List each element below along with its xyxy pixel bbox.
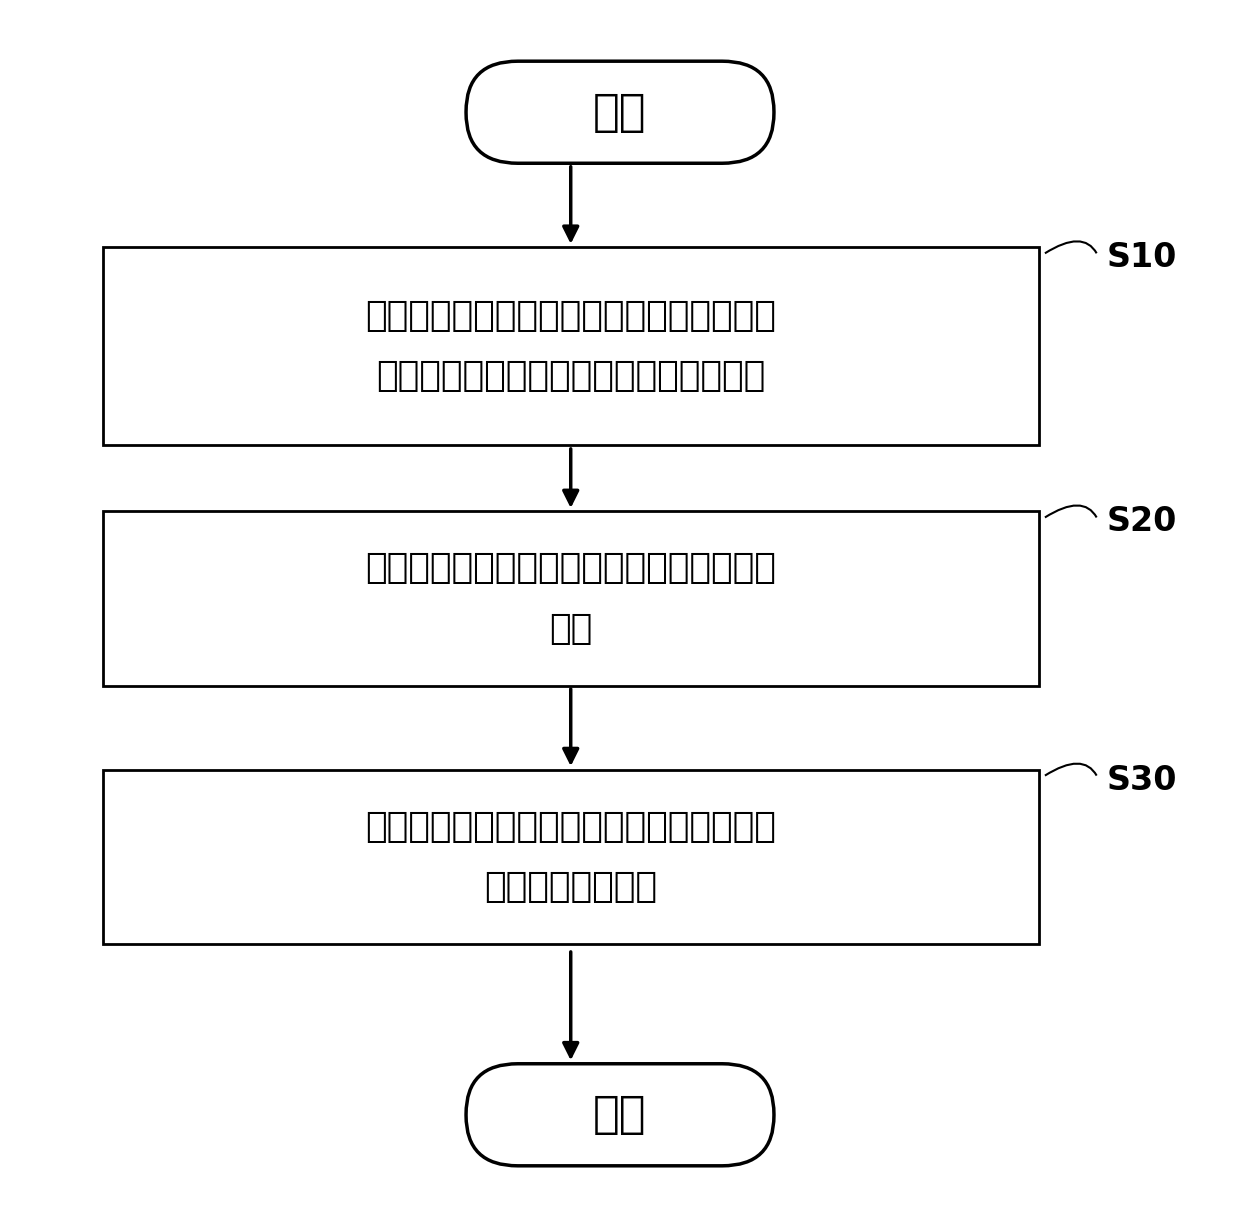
FancyBboxPatch shape: [103, 511, 1039, 686]
Text: S20: S20: [1106, 505, 1177, 538]
Text: 根据所述声学场景对噪声处理模型进行参数: 根据所述声学场景对噪声处理模型进行参数: [366, 551, 776, 585]
FancyBboxPatch shape: [466, 62, 774, 163]
Text: S30: S30: [1106, 764, 1177, 797]
Text: 调整: 调整: [549, 612, 593, 646]
Text: 确定与所述频域语音信号对应的声学场景: 确定与所述频域语音信号对应的声学场景: [376, 359, 765, 393]
Text: 根据频域语音信号的噪声估计结果和信噪比: 根据频域语音信号的噪声估计结果和信噪比: [366, 300, 776, 334]
Text: 信号进行语音增强: 信号进行语音增强: [485, 869, 657, 903]
FancyBboxPatch shape: [466, 1064, 774, 1165]
FancyBboxPatch shape: [103, 770, 1039, 944]
Text: S10: S10: [1106, 242, 1177, 274]
Text: 结束: 结束: [593, 1093, 647, 1136]
Text: 开始: 开始: [593, 91, 647, 134]
FancyBboxPatch shape: [103, 248, 1039, 445]
Text: 根据调整后的噪声处理模型对所述频域语音: 根据调整后的噪声处理模型对所述频域语音: [366, 810, 776, 844]
